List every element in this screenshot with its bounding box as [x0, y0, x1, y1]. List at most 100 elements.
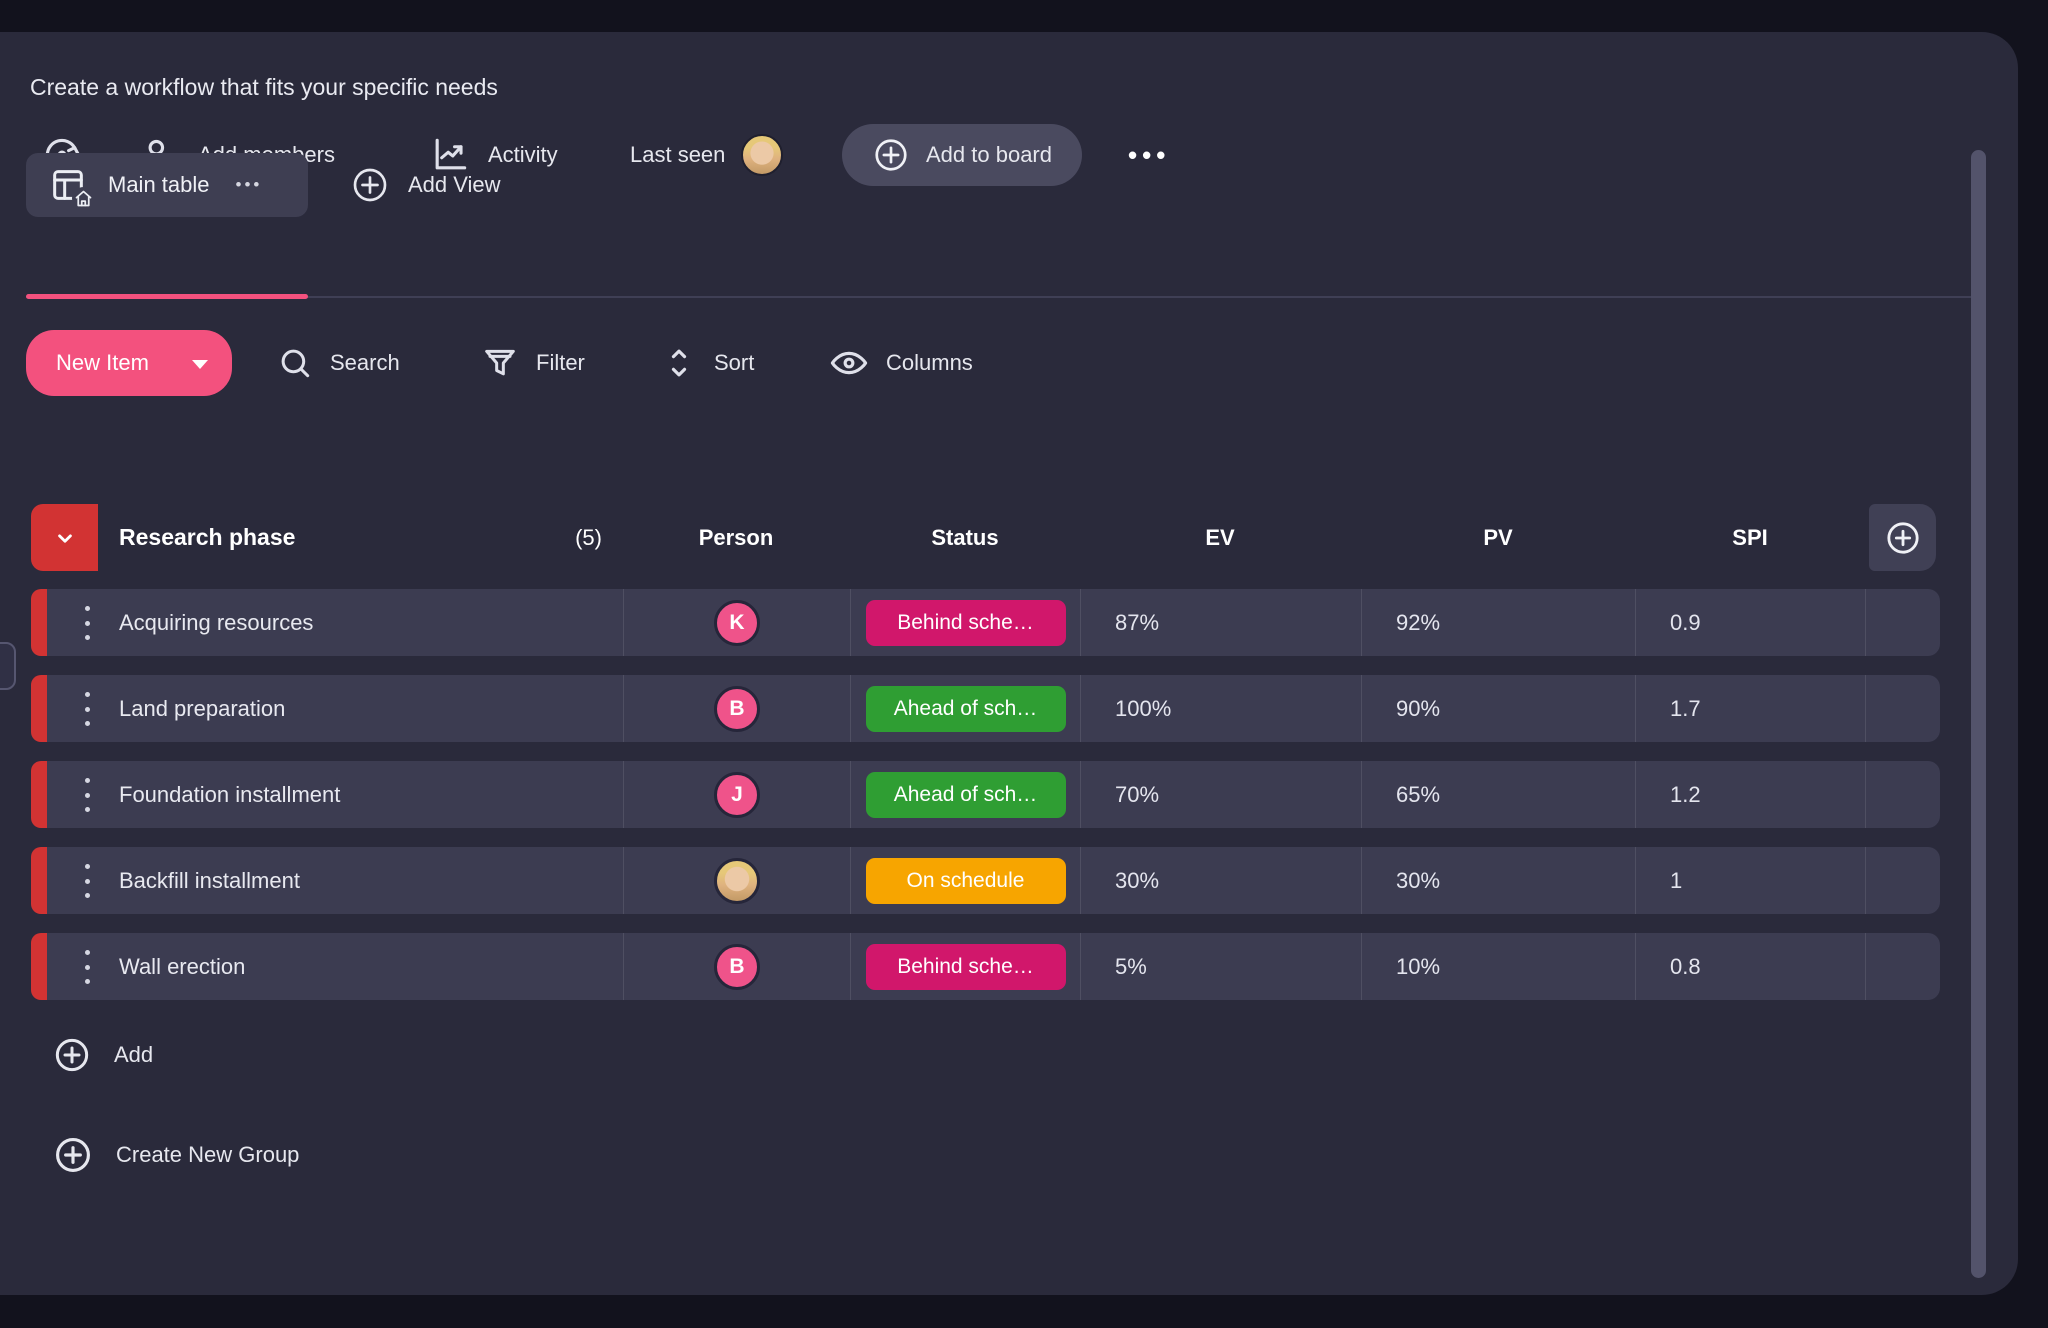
create-new-group-button[interactable]: Create New Group	[52, 1134, 299, 1176]
table-row[interactable]: Backfill installment On schedule 30% 30%…	[31, 847, 1940, 914]
status-cell[interactable]: Behind sche…	[850, 589, 1080, 656]
spi-value: 1.7	[1670, 695, 1701, 721]
sort-button[interactable]: Sort	[660, 330, 754, 396]
pv-cell[interactable]: 92%	[1361, 589, 1635, 656]
person-cell[interactable]: B	[623, 933, 850, 1000]
add-to-board-label: Add to board	[926, 142, 1052, 167]
search-label: Search	[330, 350, 400, 375]
person-cell[interactable]: J	[623, 761, 850, 828]
spi-cell[interactable]: 0.9	[1635, 589, 1865, 656]
ev-value: 100%	[1115, 695, 1172, 721]
person-avatar[interactable]: K	[714, 599, 760, 646]
row-menu-icon[interactable]	[83, 692, 91, 726]
activity-button[interactable]: Activity	[428, 124, 558, 186]
extra-cell	[1865, 761, 1940, 828]
column-header-status[interactable]: Status	[931, 524, 999, 550]
row-menu-icon[interactable]	[83, 778, 91, 812]
row-menu-icon[interactable]	[83, 950, 91, 984]
new-item-button[interactable]: New Item	[26, 330, 232, 396]
last-seen[interactable]: Last seen	[630, 124, 784, 186]
person-avatar[interactable]: B	[714, 685, 760, 732]
more-dots-icon: •••	[1128, 139, 1171, 170]
drag-handle[interactable]	[0, 642, 16, 690]
table-row[interactable]: Foundation installment J Ahead of sch… 7…	[31, 761, 1940, 828]
person-avatar[interactable]: J	[714, 771, 760, 818]
item-name[interactable]: Foundation installment	[119, 781, 341, 807]
status-badge[interactable]: Ahead of sch…	[865, 771, 1066, 818]
pv-value: 30%	[1396, 867, 1441, 893]
item-name[interactable]: Acquiring resources	[119, 609, 314, 635]
spi-cell[interactable]: 0.8	[1635, 933, 1865, 1000]
status-cell[interactable]: Behind sche…	[850, 933, 1080, 1000]
tab-main-table[interactable]: Main table •••	[26, 153, 308, 217]
tab-main-table-label: Main table	[108, 172, 210, 197]
column-header-person[interactable]: Person	[698, 524, 774, 550]
table-row[interactable]: Acquiring resources K Behind sche… 87% 9…	[31, 589, 1940, 656]
status-badge[interactable]: Behind sche…	[865, 943, 1066, 990]
ev-cell[interactable]: 87%	[1080, 589, 1361, 656]
search-icon	[276, 344, 314, 382]
column-header-ev[interactable]: EV	[1205, 524, 1235, 550]
table-icon	[48, 165, 95, 210]
extra-cell	[1865, 589, 1940, 656]
ev-cell[interactable]: 5%	[1080, 933, 1361, 1000]
pv-cell[interactable]: 90%	[1361, 675, 1635, 742]
add-to-board-button[interactable]: Add to board	[842, 124, 1082, 186]
ev-value: 5%	[1115, 953, 1147, 979]
item-name[interactable]: Wall erection	[119, 953, 246, 979]
add-view-button[interactable]: Add View	[350, 153, 501, 217]
last-seen-avatar	[741, 134, 784, 176]
spi-cell[interactable]: 1	[1635, 847, 1865, 914]
group-title[interactable]: Research phase	[119, 524, 296, 550]
person-cell[interactable]: K	[623, 589, 850, 656]
item-name[interactable]: Backfill installment	[119, 867, 300, 893]
ev-cell[interactable]: 100%	[1080, 675, 1361, 742]
status-cell[interactable]: Ahead of sch…	[850, 761, 1080, 828]
status-badge[interactable]: Ahead of sch…	[865, 685, 1066, 732]
row-body: Wall erection B Behind sche… 5% 10% 0.8	[47, 933, 1940, 1000]
spi-value: 0.9	[1670, 609, 1701, 635]
ev-value: 70%	[1115, 781, 1160, 807]
column-header-spi[interactable]: SPI	[1732, 524, 1768, 550]
ev-cell[interactable]: 30%	[1080, 847, 1361, 914]
person-cell[interactable]	[623, 847, 850, 914]
pv-value: 10%	[1396, 953, 1441, 979]
pv-cell[interactable]: 30%	[1361, 847, 1635, 914]
status-cell[interactable]: Ahead of sch…	[850, 675, 1080, 742]
table-row[interactable]: Wall erection B Behind sche… 5% 10% 0.8	[31, 933, 1940, 1000]
pv-cell[interactable]: 10%	[1361, 933, 1635, 1000]
new-item-dropdown-arrow-icon[interactable]	[192, 360, 208, 369]
columns-button[interactable]: Columns	[828, 330, 973, 396]
ev-cell[interactable]: 70%	[1080, 761, 1361, 828]
group-color-strip	[31, 933, 47, 1000]
column-header-pv[interactable]: PV	[1483, 524, 1513, 550]
person-avatar-photo[interactable]	[714, 857, 760, 904]
add-column-button[interactable]	[1869, 504, 1936, 571]
page-subtitle: Create a workflow that fits your specifi…	[30, 74, 498, 100]
board-more-button[interactable]: •••	[1128, 124, 1170, 186]
plus-circle-icon	[52, 1035, 92, 1075]
spi-cell[interactable]: 1.7	[1635, 675, 1865, 742]
add-item-label: Add	[114, 1042, 154, 1067]
person-avatar[interactable]: B	[714, 943, 760, 990]
activity-label: Activity	[488, 142, 558, 167]
search-button[interactable]: Search	[276, 330, 400, 396]
table-row[interactable]: Land preparation B Ahead of sch… 100% 90…	[31, 675, 1940, 742]
filter-button[interactable]: Filter	[480, 330, 585, 396]
vertical-scrollbar[interactable]	[1971, 150, 1986, 1278]
status-badge[interactable]: On schedule	[865, 857, 1066, 904]
row-menu-icon[interactable]	[83, 606, 91, 640]
pv-cell[interactable]: 65%	[1361, 761, 1635, 828]
group-color-strip	[31, 675, 47, 742]
tab-more-icon[interactable]: •••	[235, 175, 263, 194]
row-menu-icon[interactable]	[83, 864, 91, 898]
person-cell[interactable]: B	[623, 675, 850, 742]
extra-cell	[1865, 675, 1940, 742]
spi-cell[interactable]: 1.2	[1635, 761, 1865, 828]
item-name[interactable]: Land preparation	[119, 695, 286, 721]
group-collapse-button[interactable]	[31, 504, 98, 571]
status-cell[interactable]: On schedule	[850, 847, 1080, 914]
status-badge[interactable]: Behind sche…	[865, 599, 1066, 646]
add-item-button[interactable]: Add	[52, 1035, 153, 1075]
